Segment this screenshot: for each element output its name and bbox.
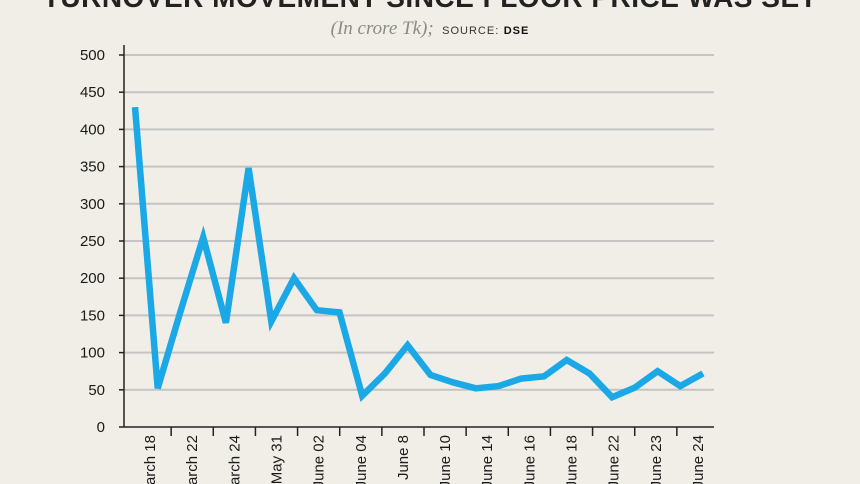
x-tick-label: June 18 [564, 435, 581, 484]
y-tick-label: 150 [80, 307, 105, 324]
x-tick-label: June 24 [690, 435, 707, 484]
y-tick-label: 300 [80, 196, 105, 213]
x-tick-label: June 02 [311, 435, 328, 484]
source-value: DSE [503, 25, 530, 37]
chart-title: TURNOVER MOVEMENT SINCE FLOOR PRICE WAS … [0, 0, 860, 14]
y-tick-label: 0 [97, 419, 105, 436]
x-tick-label: March 22 [184, 435, 201, 484]
x-tick-label: June 14 [479, 435, 496, 484]
y-tick-label: 400 [80, 121, 105, 138]
y-tick-label: 500 [80, 47, 105, 64]
y-tick-label: 200 [80, 270, 105, 287]
series-line [131, 106, 705, 403]
series-layer [131, 106, 705, 403]
y-tick-label: 350 [80, 159, 105, 176]
x-tick-label: March 18 [142, 435, 159, 484]
axes [119, 45, 714, 436]
grid-lines [124, 54, 714, 391]
y-tick-label: 450 [80, 84, 105, 101]
x-tick-label: June 10 [437, 435, 454, 484]
x-tick-label: June 23 [648, 435, 665, 484]
y-tick-label: 250 [80, 233, 105, 250]
y-tick-label: 50 [88, 382, 105, 399]
x-tick-label: June 04 [353, 435, 370, 484]
x-tick-label: June 22 [606, 435, 623, 484]
x-tick-label: June 16 [521, 435, 538, 484]
chart-subtitle: (In crore Tk); [330, 18, 434, 39]
y-tick-labels: 0 50 100 150 200 250 300 350 400 450 500 [80, 47, 105, 436]
source-label: SOURCE: [442, 25, 500, 37]
x-tick-labels: March 18 March 22 March 24 May 31 June 02 Jun… [142, 435, 707, 484]
y-tick-label: 100 [80, 345, 105, 362]
x-tick-label: June 8 [395, 435, 412, 480]
x-tick-label: May 31 [269, 435, 286, 484]
x-tick-label: March 24 [226, 435, 243, 484]
subtitle-row: (In crore Tk); SOURCE: DSE [0, 18, 860, 40]
